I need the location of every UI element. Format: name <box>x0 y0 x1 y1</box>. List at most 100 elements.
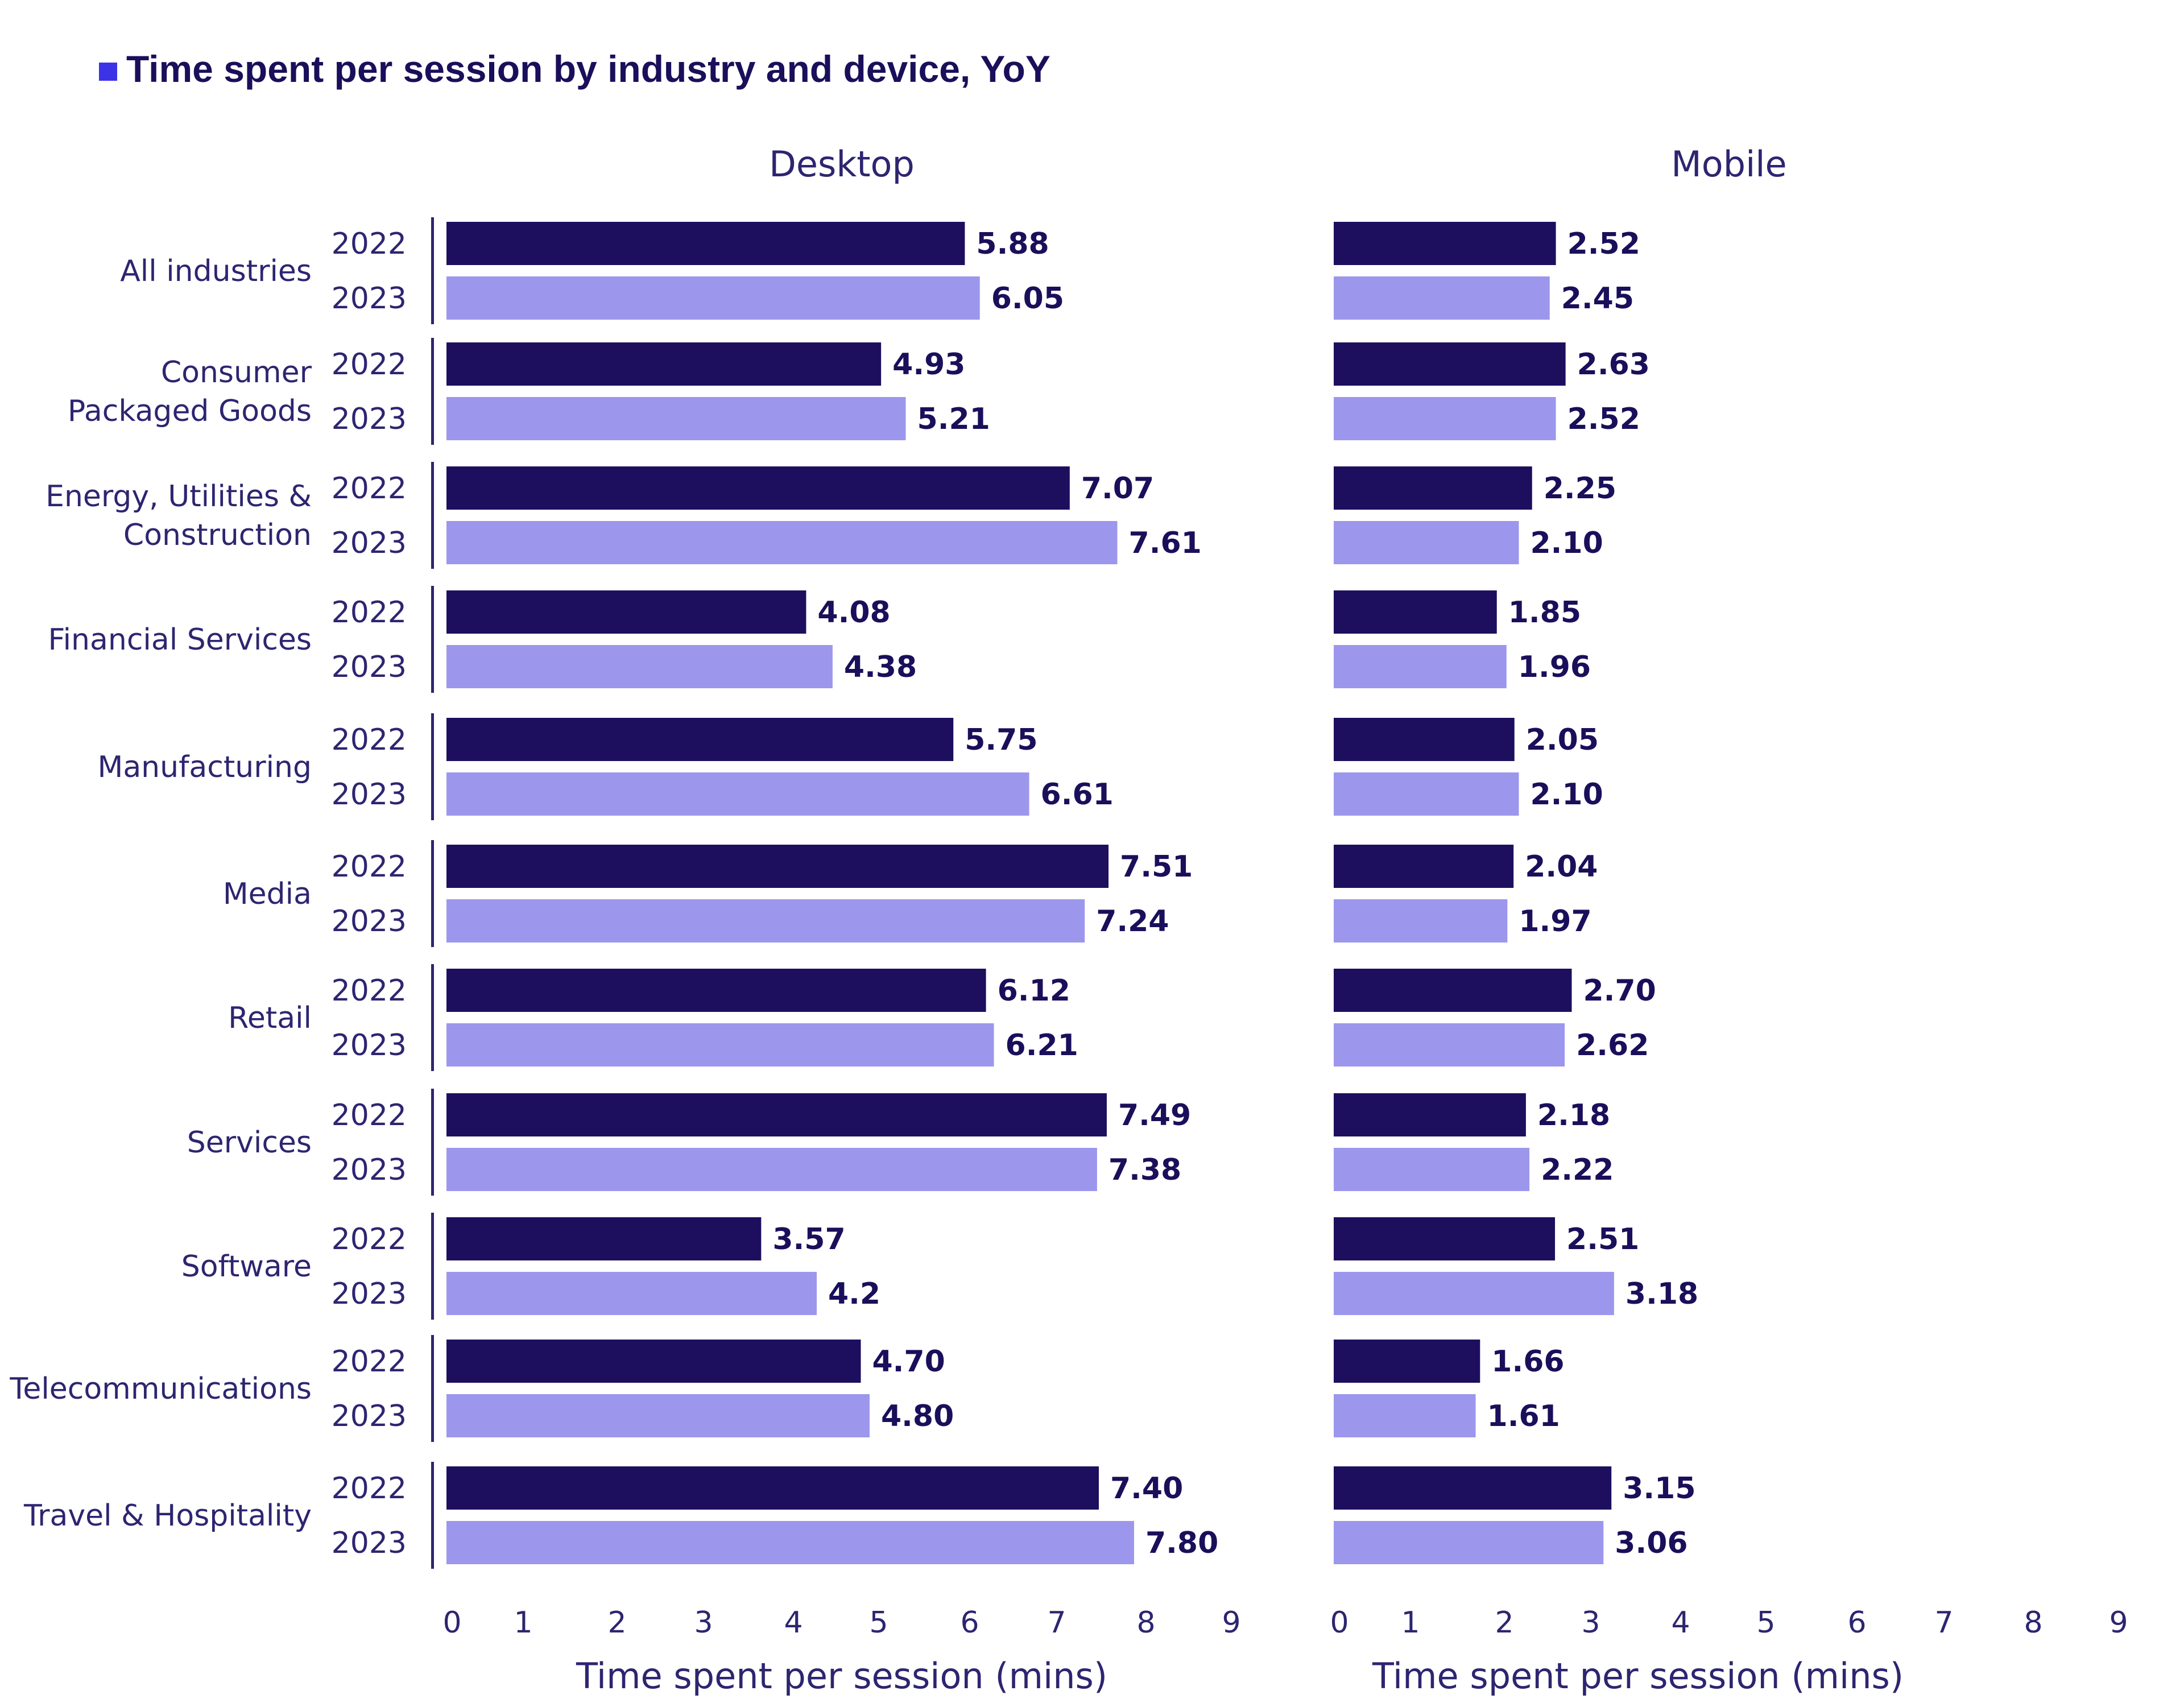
year-label: 2023 <box>332 402 407 436</box>
bar-mobile-2022 <box>1334 1217 1556 1260</box>
group-axis-line <box>431 840 434 947</box>
bar-mobile-2023 <box>1334 521 1519 564</box>
category-label: Financial Services <box>48 623 312 657</box>
data-label: 4.08 <box>817 596 890 630</box>
x-tick-label: 7 <box>1934 1606 1953 1640</box>
data-label: 7.80 <box>1145 1526 1218 1560</box>
bar-mobile-2023 <box>1334 1394 1476 1437</box>
category-label: Construction <box>123 518 312 552</box>
data-label: 4.80 <box>881 1399 954 1433</box>
year-label: 2023 <box>332 1399 407 1433</box>
group-axis-line <box>431 964 434 1071</box>
year-label: 2022 <box>332 1471 407 1506</box>
bar-desktop-2022 <box>446 969 986 1012</box>
x-tick-label: 0 <box>442 1606 461 1640</box>
bar-mobile-2022 <box>1334 466 1532 510</box>
year-label: 2022 <box>332 1222 407 1256</box>
x-tick-label: 8 <box>2024 1606 2042 1640</box>
data-label: 5.88 <box>976 227 1049 261</box>
data-label: 1.96 <box>1518 650 1591 684</box>
x-axis-label: Time spent per session (mins) <box>1372 1655 1904 1697</box>
panel-title-desktop: Desktop <box>769 143 915 185</box>
bar-mobile-2022 <box>1334 1466 1612 1510</box>
x-tick-label: 6 <box>960 1606 979 1640</box>
data-label: 2.10 <box>1531 526 1603 560</box>
data-label: 4.93 <box>892 348 965 382</box>
x-tick-label: 2 <box>607 1606 626 1640</box>
category-label: Telecommunications <box>9 1372 312 1406</box>
bar-mobile-2023 <box>1334 1023 1565 1067</box>
bar-desktop-2023 <box>446 899 1085 943</box>
data-label: 4.2 <box>828 1277 880 1311</box>
category-label: Retail <box>228 1001 312 1035</box>
bar-desktop-2023 <box>446 1394 870 1437</box>
data-label: 3.06 <box>1615 1526 1687 1560</box>
year-label: 2023 <box>332 1526 407 1560</box>
data-label: 2.51 <box>1566 1222 1639 1256</box>
year-label: 2022 <box>332 723 407 757</box>
bar-desktop-2022 <box>446 718 954 761</box>
year-label: 2022 <box>332 472 407 506</box>
bar-mobile-2023 <box>1334 1148 1530 1191</box>
bar-desktop-2023 <box>446 645 833 688</box>
year-label: 2022 <box>332 596 407 630</box>
data-label: 2.45 <box>1561 282 1634 316</box>
group-axis-line <box>431 586 434 693</box>
bar-mobile-2022 <box>1334 718 1515 761</box>
year-label: 2023 <box>332 1277 407 1311</box>
title-square-icon <box>99 63 117 81</box>
x-tick-label: 8 <box>1136 1606 1155 1640</box>
data-label: 7.07 <box>1081 472 1154 506</box>
category-label: Packaged Goods <box>68 394 312 428</box>
year-label: 2022 <box>332 974 407 1008</box>
bar-desktop-2023 <box>446 772 1029 816</box>
category-label: Media <box>223 877 312 911</box>
x-tick-label: 2 <box>1495 1606 1513 1640</box>
category-label: Services <box>187 1126 312 1160</box>
bar-desktop-2022 <box>446 1340 861 1383</box>
x-tick-label: 5 <box>869 1606 888 1640</box>
data-label: 6.05 <box>991 282 1064 316</box>
bar-mobile-2023 <box>1334 645 1507 688</box>
bar-mobile-2022 <box>1334 1340 1480 1383</box>
bar-desktop-2022 <box>446 1217 762 1260</box>
data-label: 2.25 <box>1544 472 1616 506</box>
category-label: Software <box>181 1250 312 1284</box>
bar-mobile-2022 <box>1334 590 1497 634</box>
group-axis-line <box>431 1213 434 1320</box>
data-label: 3.57 <box>772 1222 845 1256</box>
bar-desktop-2023 <box>446 1272 817 1315</box>
group-axis-line <box>431 713 434 820</box>
x-tick-label: 9 <box>1222 1606 1240 1640</box>
category-label: Consumer <box>161 356 312 390</box>
bar-desktop-2022 <box>446 1093 1107 1136</box>
data-label: 2.62 <box>1576 1028 1649 1063</box>
bar-mobile-2022 <box>1334 222 1556 265</box>
bar-desktop-2023 <box>446 1148 1097 1191</box>
x-tick-label: 1 <box>514 1606 532 1640</box>
data-label: 5.21 <box>917 402 990 436</box>
panel-title-mobile: Mobile <box>1671 143 1786 185</box>
bar-desktop-2023 <box>446 521 1118 564</box>
data-label: 1.66 <box>1491 1345 1564 1379</box>
category-label: Manufacturing <box>97 750 312 784</box>
bar-desktop-2022 <box>446 1466 1099 1510</box>
x-tick-label: 5 <box>1756 1606 1775 1640</box>
year-label: 2023 <box>332 526 407 560</box>
group-axis-line <box>431 462 434 569</box>
data-label: 3.15 <box>1623 1471 1695 1506</box>
group-axis-line <box>431 217 434 324</box>
year-label: 2022 <box>332 1345 407 1379</box>
data-label: 6.12 <box>998 974 1070 1008</box>
data-label: 1.61 <box>1487 1399 1560 1433</box>
year-label: 2022 <box>332 348 407 382</box>
data-label: 7.49 <box>1118 1098 1191 1132</box>
data-label: 2.05 <box>1526 723 1599 757</box>
data-label: 2.18 <box>1537 1098 1610 1132</box>
year-label: 2022 <box>332 1098 407 1132</box>
bar-desktop-2023 <box>446 1023 994 1067</box>
x-tick-label: 3 <box>1581 1606 1600 1640</box>
x-tick-label: 7 <box>1047 1606 1066 1640</box>
